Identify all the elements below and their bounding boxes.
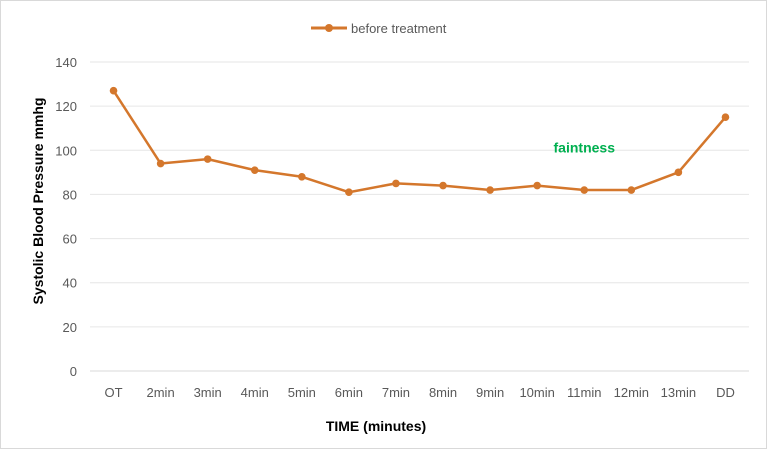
x-axis-title: TIME (minutes) — [326, 418, 426, 434]
x-tick-label: 3min — [194, 385, 222, 400]
x-tick-label: 8min — [429, 385, 457, 400]
y-axis-title: Systolic Blood Pressure mmhg — [30, 98, 46, 305]
x-tick-label: 11min — [567, 385, 601, 400]
data-point — [392, 179, 400, 188]
y-tick-label: 40 — [63, 276, 77, 291]
series-group — [109, 86, 730, 197]
data-point — [674, 168, 683, 177]
x-tick-label: 13min — [661, 385, 696, 400]
y-axis-ticks: 0 20 40 60 80 100 120 140 — [55, 55, 77, 379]
x-axis-ticks: OT 2min 3min 4min 5min 6min 7min 8min 9min 10min 1… — [105, 385, 735, 400]
data-point — [298, 172, 306, 181]
x-tick-label: OT — [105, 385, 123, 400]
data-point — [439, 181, 447, 190]
legend-marker — [325, 24, 333, 32]
annotations: faintness — [554, 140, 616, 156]
data-point — [109, 86, 118, 95]
y-tick-label: 60 — [63, 232, 77, 247]
x-tick-label: 4min — [241, 385, 269, 400]
y-tick-label: 80 — [63, 187, 77, 202]
legend-label: before treatment — [351, 21, 447, 36]
x-tick-label: 5min — [288, 385, 316, 400]
series-line — [112, 90, 727, 194]
gridlines — [90, 61, 749, 372]
data-point — [203, 155, 212, 163]
data-point — [580, 186, 589, 194]
x-tick-label: 10min — [519, 385, 554, 400]
y-tick-label: 0 — [70, 364, 77, 379]
data-point — [250, 166, 259, 174]
data-point — [533, 181, 541, 190]
y-tick-label: 140 — [55, 55, 77, 70]
data-point — [345, 188, 353, 197]
annotation-label: faintness — [554, 140, 616, 156]
x-tick-label: 7min — [382, 385, 410, 400]
x-tick-label: DD — [716, 385, 735, 400]
x-tick-label: 9min — [476, 385, 504, 400]
data-point — [721, 113, 730, 121]
data-point — [627, 186, 636, 194]
data-point — [486, 186, 494, 194]
x-tick-label: 12min — [614, 385, 649, 400]
y-tick-label: 120 — [55, 99, 77, 114]
y-tick-label: 100 — [55, 143, 77, 158]
y-tick-label: 20 — [63, 320, 77, 335]
data-point — [156, 159, 165, 168]
x-tick-label: 2min — [147, 385, 175, 400]
legend: before treatment — [311, 21, 447, 36]
x-tick-label: 6min — [335, 385, 363, 400]
